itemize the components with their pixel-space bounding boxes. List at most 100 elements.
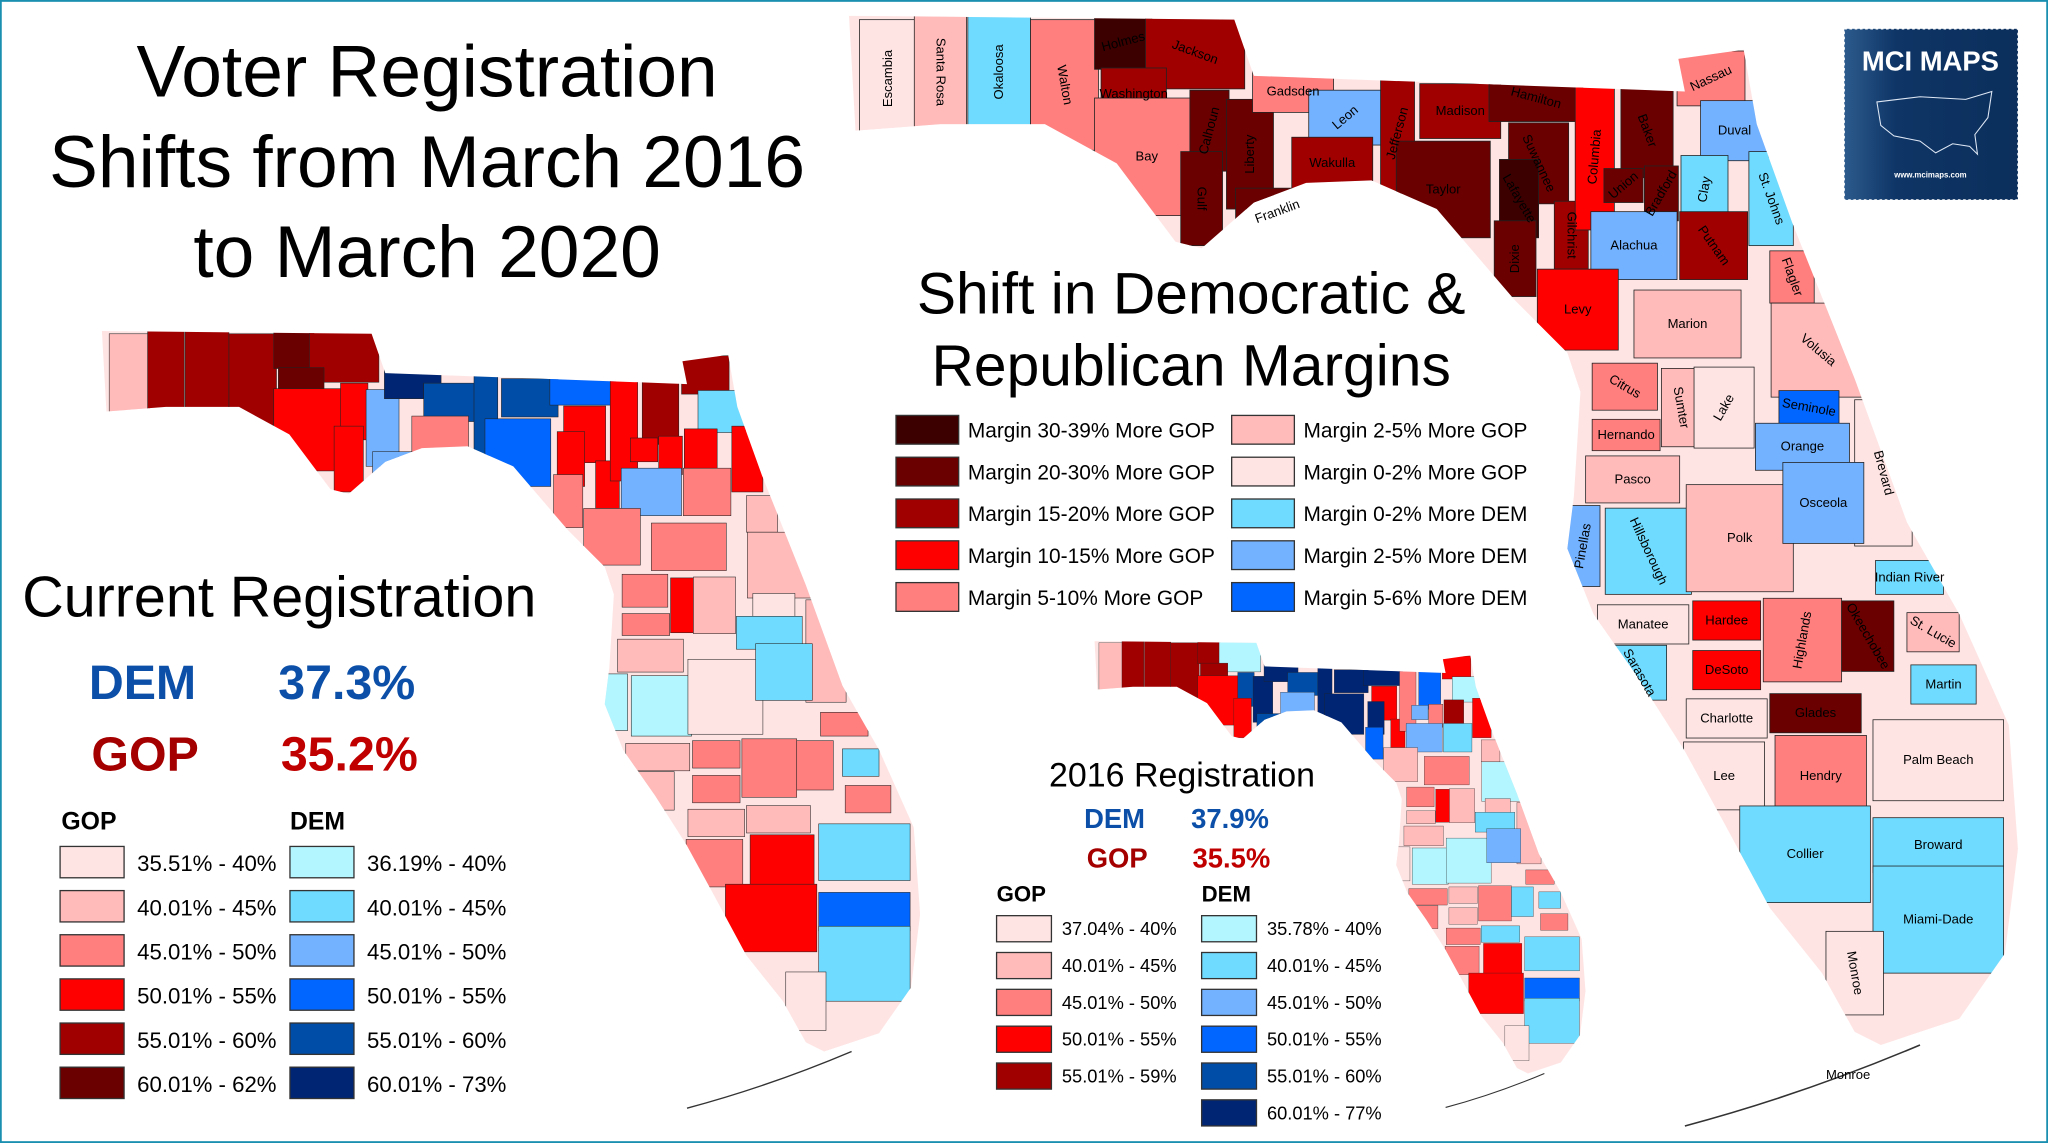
county-label-indian-river: Indian River bbox=[1875, 569, 1945, 584]
current-county-marion bbox=[651, 522, 727, 571]
current-dem-legend-label: 45.01% - 50% bbox=[367, 940, 506, 965]
current-dem-legend-label: 55.01% - 60% bbox=[367, 1028, 506, 1053]
shift-legend-swatch bbox=[1231, 498, 1296, 529]
county-collier bbox=[1739, 805, 1871, 903]
r16-county-martin bbox=[1540, 913, 1569, 931]
shift-legend-swatch bbox=[1231, 581, 1296, 612]
reg2016-gop-legend-label: 37.04% - 40% bbox=[1062, 918, 1177, 939]
usa-map-icon bbox=[1876, 90, 1993, 156]
county-label-marion: Marion bbox=[1668, 316, 1708, 331]
r16-county-alachua bbox=[1405, 723, 1443, 753]
reg2016-dem-legend-label: 45.01% - 50% bbox=[1267, 992, 1382, 1013]
current-county-charlotte bbox=[687, 808, 745, 837]
county-hillsborough bbox=[1604, 507, 1692, 595]
current-county-gulf bbox=[333, 425, 364, 493]
r16-county-citrus bbox=[1406, 786, 1435, 808]
r16-county-seminole bbox=[1484, 798, 1511, 814]
r16-county-hendry bbox=[1483, 943, 1523, 978]
current-county-holmes bbox=[273, 331, 315, 369]
shift-title: Shift in Democratic & Republican Margins bbox=[917, 262, 1466, 399]
county-columbia bbox=[1574, 83, 1615, 231]
mci-maps-logo: MCI MAPS www.mcimaps.com bbox=[1843, 28, 2019, 201]
county-label-pasco: Pasco bbox=[1615, 471, 1651, 486]
county-label-hardee: Hardee bbox=[1705, 612, 1748, 627]
reg2016-dem-legend-label: 50.01% - 55% bbox=[1267, 1029, 1382, 1050]
r16-county-desoto bbox=[1448, 907, 1478, 925]
current-county-glades bbox=[746, 805, 811, 834]
shift-legend-label: Margin 30-39% More GOP bbox=[968, 420, 1215, 443]
current-county-wakulla bbox=[411, 415, 469, 453]
county-label-wakulla: Wakulla bbox=[1309, 155, 1356, 170]
r16-county-lake bbox=[1449, 788, 1475, 823]
current-gop-legend-label: 35.51% - 40% bbox=[137, 851, 276, 876]
current-county-osceola bbox=[755, 643, 813, 701]
r16-county-pasco bbox=[1403, 825, 1444, 846]
reg2016-dem-legend-swatch bbox=[1200, 1025, 1258, 1053]
current-county-polk bbox=[687, 658, 764, 735]
county-label-madison: Madison bbox=[1436, 103, 1485, 118]
county-label-dixie: Dixie bbox=[1507, 244, 1522, 273]
current-county-okeechobee bbox=[796, 740, 834, 791]
r16-county-gulf bbox=[1233, 698, 1252, 738]
current-gop-legend-swatch bbox=[59, 978, 125, 1011]
county-union bbox=[1603, 168, 1644, 203]
current-county-collier bbox=[725, 883, 818, 953]
current-gop-legend-swatch bbox=[59, 1022, 125, 1056]
r16-dem-label: DEM bbox=[1084, 803, 1145, 834]
current-gop-legend-label: 50.01% - 55% bbox=[137, 984, 276, 1009]
county-st-lucie bbox=[1906, 612, 1960, 653]
shift-legend-label: Margin 5-10% More GOP bbox=[968, 587, 1204, 610]
current-gop-legend-label: 55.01% - 60% bbox=[137, 1028, 276, 1053]
current-county-martin bbox=[844, 785, 892, 814]
current-county-miami-dade bbox=[818, 925, 911, 1002]
reg2016-dem-legend-label: 60.01% - 77% bbox=[1267, 1102, 1382, 1123]
county-escambia bbox=[859, 19, 918, 138]
r16-county-manatee bbox=[1408, 888, 1448, 906]
current-county-dixie bbox=[553, 474, 584, 528]
county-charlotte bbox=[1685, 698, 1768, 739]
r16-county-hillsborough bbox=[1411, 847, 1449, 885]
r16-gop-value: 35.5% bbox=[1192, 842, 1270, 873]
current-county-st-lucie bbox=[842, 748, 880, 777]
county-label-hendry: Hendry bbox=[1800, 768, 1843, 783]
county-hardee bbox=[1692, 600, 1762, 641]
county-gulf bbox=[1180, 151, 1223, 247]
r16-county-osceola bbox=[1486, 828, 1521, 863]
r16-county-broward bbox=[1524, 977, 1580, 1002]
current-legend: 35.51% - 40% 40.01% - 45% 45.01% - 50% 50.0… bbox=[59, 845, 506, 1100]
county-label-clay: Clay bbox=[1694, 175, 1713, 204]
county-alachua bbox=[1590, 211, 1678, 280]
r16-county-union bbox=[1411, 705, 1429, 720]
county-seminole bbox=[1778, 390, 1840, 425]
county-label-santa-rosa: Santa Rosa bbox=[933, 38, 948, 107]
current-dem-legend-label: 60.01% - 73% bbox=[367, 1072, 506, 1097]
current-gop-legend-swatch bbox=[59, 845, 125, 879]
reg2016-dem-legend-swatch bbox=[1200, 1062, 1258, 1090]
current-county-nassau bbox=[681, 355, 730, 395]
current-county-okaloosa bbox=[184, 331, 230, 412]
county-leon bbox=[1308, 89, 1383, 146]
r16-dem-value: 37.9% bbox=[1191, 803, 1269, 834]
county-hernando bbox=[1591, 418, 1661, 452]
current-dem-legend-swatch bbox=[289, 934, 355, 967]
reg2016-gop-legend-label: 50.01% - 55% bbox=[1062, 1029, 1177, 1050]
r16-county-hardee bbox=[1448, 886, 1478, 904]
county-label-manatee: Manatee bbox=[1618, 616, 1669, 631]
shift-title-line-2: Republican Margins bbox=[931, 333, 1450, 398]
r16-county-holmes bbox=[1197, 641, 1222, 664]
county-label-washington: Washington bbox=[1100, 86, 1168, 101]
r16-county-escambia bbox=[1098, 642, 1124, 693]
current-dem-legend-label: 36.19% - 40% bbox=[367, 851, 506, 876]
r16-county-santa-rosa bbox=[1121, 641, 1145, 690]
current-county-manatee bbox=[625, 743, 691, 772]
current-county-pasco bbox=[617, 638, 684, 673]
reg2016-gop-legend-swatch bbox=[995, 951, 1053, 980]
r16-county-marion bbox=[1424, 756, 1470, 786]
reg2016-gop-legend-label: 40.01% - 45% bbox=[1062, 955, 1177, 976]
r16-county-st-lucie bbox=[1538, 891, 1561, 909]
current-dem-legend-swatch bbox=[289, 978, 355, 1011]
r16-county-putnam bbox=[1443, 723, 1473, 753]
county-label-lee: Lee bbox=[1713, 768, 1735, 783]
county-label-gulf: Gulf bbox=[1195, 187, 1210, 211]
county-label-broward: Broward bbox=[1914, 837, 1963, 852]
